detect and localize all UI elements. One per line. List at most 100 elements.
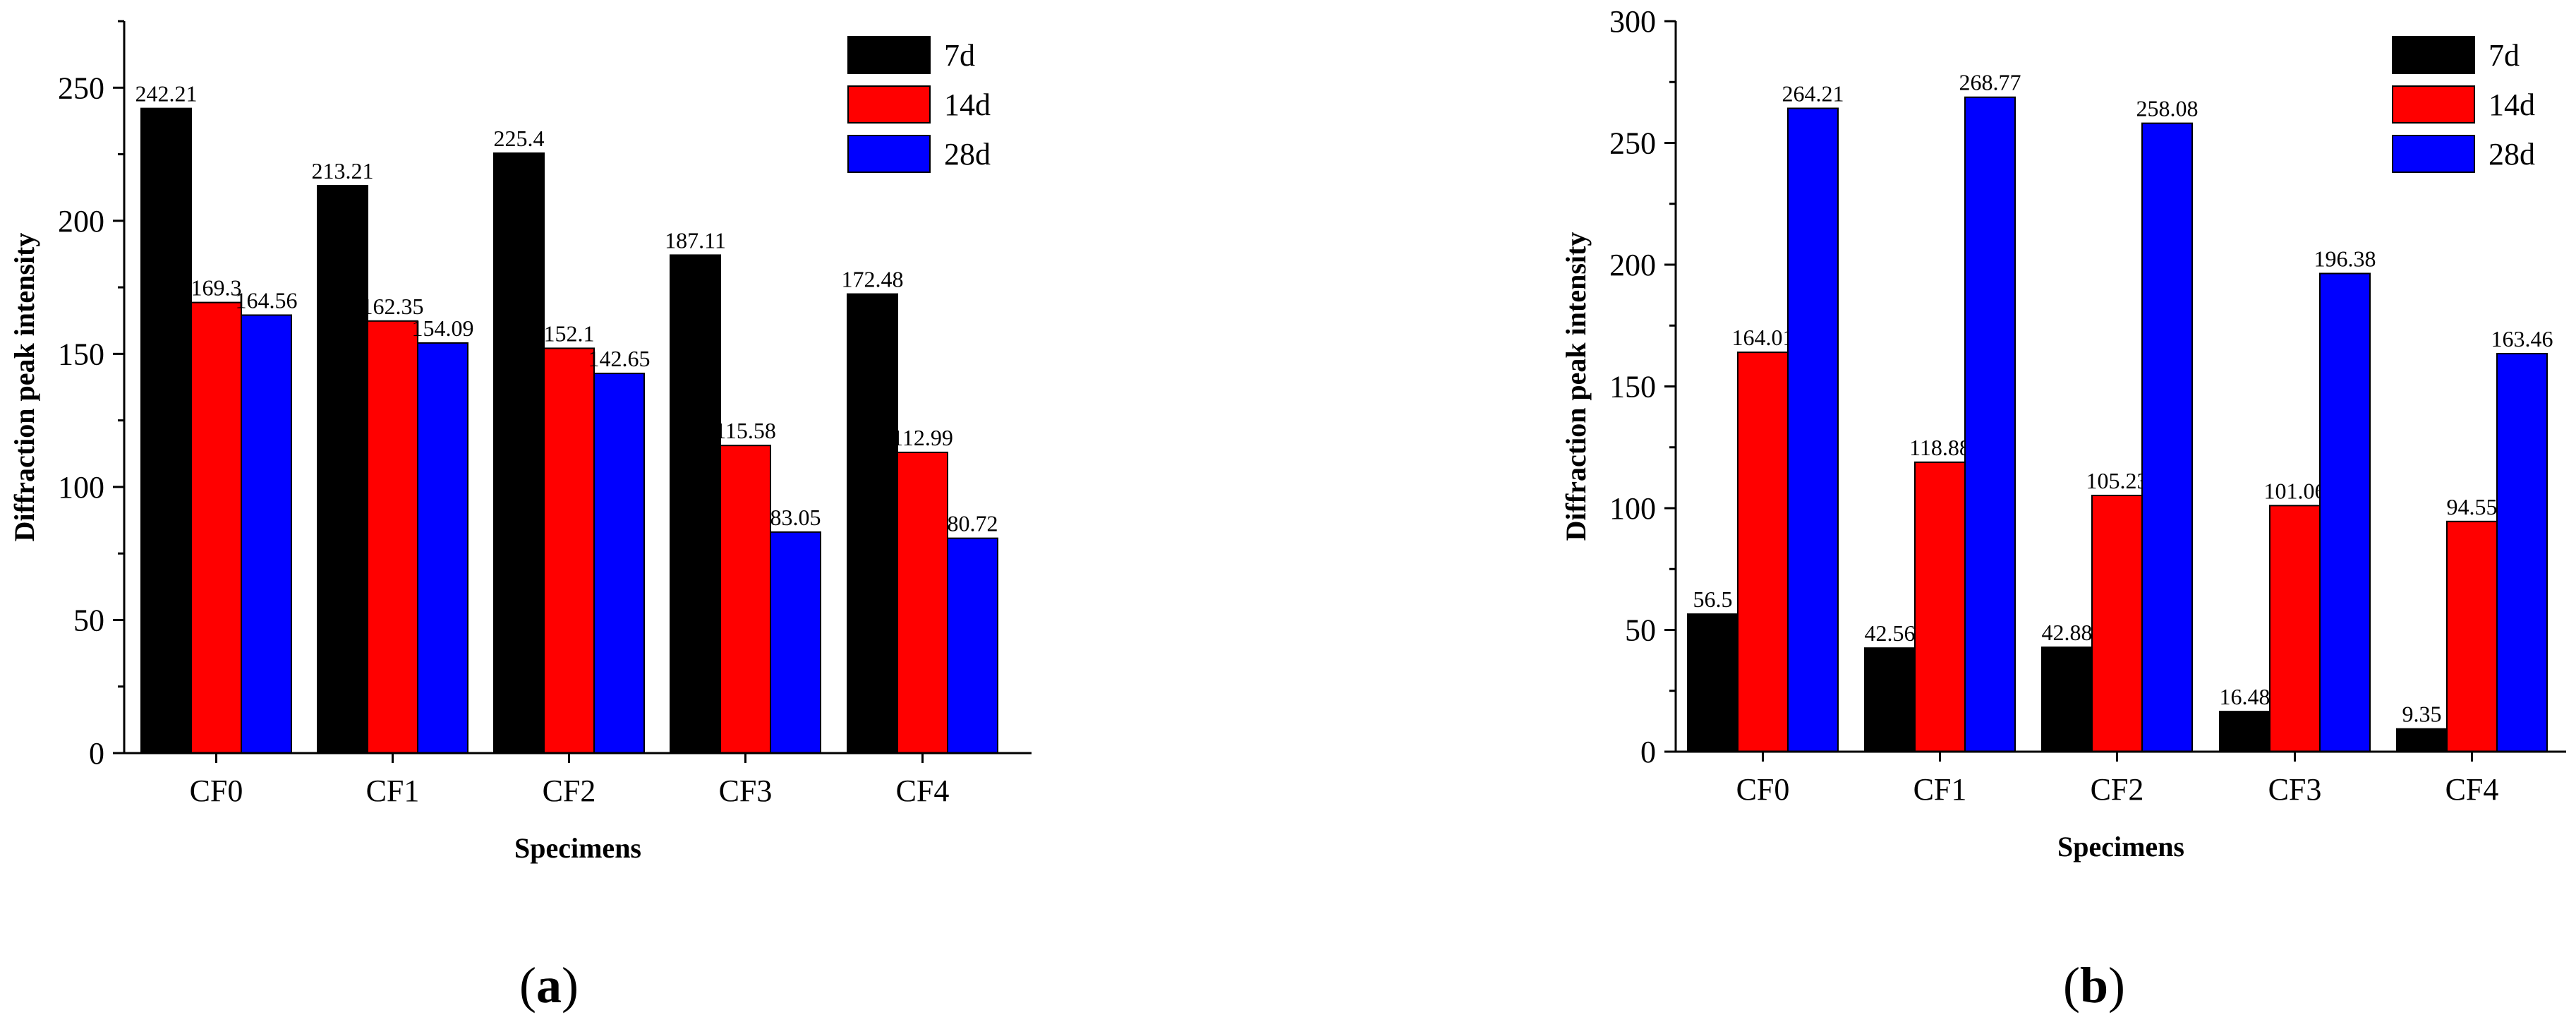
x-tick-label: CF0 [1736,772,1790,807]
bar-14d-cf4 [897,451,948,754]
y-tick-label: 50 [73,603,104,637]
x-axis-title: Specimens [2057,831,2184,862]
bar-28d-cf3 [2319,272,2371,752]
bar-28d-cf1 [1964,96,2016,752]
data-label: 163.46 [2491,326,2553,351]
y-tick-label: 0 [1640,735,1656,769]
y-tick-label: 100 [1609,491,1656,526]
x-tick-label: CF3 [2268,772,2322,807]
data-label: 42.88 [2042,620,2093,645]
legend-swatch-14d [2392,85,2475,124]
y-tick-label: 150 [58,337,104,371]
bar-14d-cf2 [2091,494,2143,752]
bar-28d-cf0 [1787,107,1839,752]
bar-7d-cf3 [670,254,721,755]
data-label: 118.88 [1909,435,1971,460]
bar-7d-cf3 [2219,711,2270,752]
data-label: 268.77 [1959,70,2021,95]
bar-7d-cf0 [1687,613,1739,753]
bar-7d-cf4 [847,293,898,754]
bar-28d-cf0 [241,314,292,754]
data-label: 105.23 [2086,468,2148,493]
legend-label: 7d [2489,38,2520,73]
bar-7d-cf1 [317,185,368,755]
y-tick-label: 250 [1609,126,1656,161]
panel-caption-letter: b [2080,957,2108,1014]
data-label: 112.99 [892,425,953,450]
bar-14d-cf3 [2269,505,2321,753]
data-label: 101.06 [2264,478,2326,503]
data-label: 9.35 [2402,702,2442,727]
y-tick-label: 300 [1609,4,1656,39]
chart-panel-b: 56.5 42.56 42.88 16.48 9.35 164.01 118.88 105.2… [1560,4,2566,1014]
bar-14d-cf1 [367,320,418,754]
bar-7d-cf4 [2396,728,2448,753]
bar-28d-cf3 [770,531,821,754]
data-label: 16.48 [2220,684,2270,709]
data-label: 258.08 [2136,96,2199,121]
legend-swatch-7d [847,36,931,74]
chart-panel-a: 242.21 213.21 225.4 187.11 172.48 169.3 162.35… [8,20,1032,1014]
bar-28d-cf4 [2496,353,2548,752]
data-label: 56.5 [1693,587,1733,612]
bar-28d-cf2 [593,373,645,754]
bar-28d-cf4 [947,537,998,755]
legend-swatch-14d [847,85,931,124]
legend-swatch-7d [2392,36,2475,74]
x-tick-label: CF4 [2445,772,2499,807]
x-tick-label: CF3 [719,774,773,808]
bar-14d-cf1 [1914,461,1966,752]
bar-28d-cf1 [417,342,468,754]
x-tick-label: CF4 [896,774,950,808]
data-label: 94.55 [2447,494,2498,519]
panel-caption-letter: a [536,957,562,1014]
x-tick-label: CF0 [190,774,243,808]
data-label: 42.56 [1865,620,1916,646]
x-axis-title: Specimens [514,832,641,864]
y-tick-label: 50 [1625,613,1656,648]
bar-28d-cf2 [2141,122,2193,752]
legend-label: 28d [2489,137,2535,172]
bar-14d-cf0 [191,301,242,754]
data-label: 152.1 [544,320,595,346]
bar-14d-cf3 [720,445,771,754]
data-label: 187.11 [665,227,726,253]
data-label: 142.65 [588,346,651,371]
legend-label: 7d [944,38,975,73]
panel-caption: (b) [2063,957,2125,1014]
x-tick-label: CF1 [1913,772,1967,807]
data-label: 164.56 [236,287,298,313]
bar-7d-cf1 [1864,647,1916,753]
y-tick-label: 250 [58,71,104,105]
data-label: 213.21 [312,158,374,184]
legend-label: 14d [2489,88,2535,122]
y-tick-label: 150 [1609,370,1656,404]
x-tick-label: CF2 [2091,772,2144,807]
legend-label: 28d [944,137,991,172]
legend: 7d 14d 28d [2392,36,2535,173]
y-tick-label: 200 [1609,248,1656,282]
data-label: 115.58 [715,418,776,443]
x-tick-label: CF1 [366,774,420,808]
y-axis-title: Diffraction peak intensity [8,233,40,542]
data-label: 264.21 [1782,80,1844,106]
data-label: 83.05 [770,505,821,530]
legend-swatch-28d [847,135,931,173]
data-label: 169.3 [191,275,242,301]
bar-7d-cf2 [493,152,545,754]
y-tick-label: 200 [58,204,104,239]
y-tick-label: 0 [89,736,104,771]
data-label: 172.48 [842,267,904,292]
bar-14d-cf4 [2446,520,2498,752]
bar-14d-cf0 [1737,351,1789,752]
data-label: 80.72 [948,511,998,536]
x-tick-label: CF2 [543,774,596,808]
legend-label: 14d [944,88,991,122]
legend-swatch-28d [2392,135,2475,173]
data-label: 154.09 [412,315,474,341]
data-label: 196.38 [2314,246,2376,271]
data-label: 164.01 [1732,325,1794,350]
data-label: 225.4 [494,126,545,151]
panel-caption: (a) [519,957,579,1014]
